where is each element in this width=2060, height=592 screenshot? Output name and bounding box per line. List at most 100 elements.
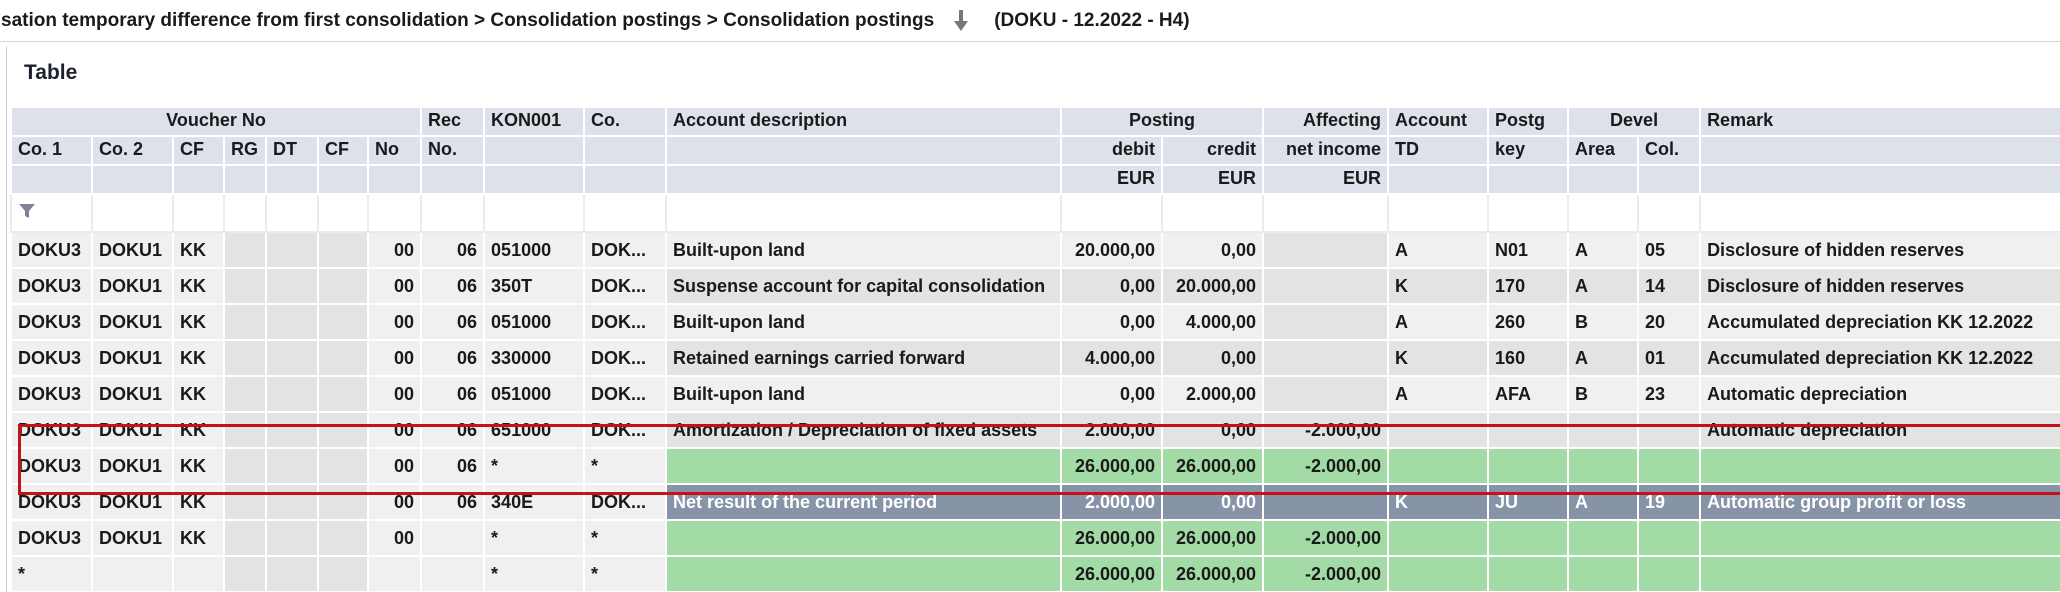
cell-col[interactable]: 05: [1637, 231, 1702, 269]
filter-cell[interactable]: [1060, 193, 1164, 233]
cell-rec[interactable]: 06: [420, 447, 486, 485]
col-header-voucher-no[interactable]: Voucher No: [9, 106, 423, 137]
cell-cf[interactable]: KK: [172, 231, 225, 269]
cell-dt[interactable]: [265, 519, 319, 557]
cell-rec[interactable]: 06: [420, 267, 486, 305]
cell-co2[interactable]: DOKU1: [91, 411, 174, 449]
cell-rg[interactable]: [223, 483, 267, 521]
cell-cf[interactable]: [172, 555, 225, 592]
filter-cell[interactable]: [1161, 193, 1265, 233]
cell-net[interactable]: [1262, 375, 1390, 413]
cell-cf2[interactable]: [317, 303, 369, 341]
cell-debit[interactable]: 0,00: [1060, 303, 1164, 341]
cell-no[interactable]: [366, 555, 423, 592]
cell-col[interactable]: [1637, 555, 1702, 592]
cell-co1[interactable]: *: [10, 555, 93, 592]
col-header-kon001[interactable]: KON001: [483, 106, 586, 137]
cell-desc[interactable]: Retained earnings carried forward: [665, 339, 1063, 377]
filter-icon[interactable]: [10, 193, 93, 233]
cell-rec[interactable]: 06: [420, 339, 486, 377]
cell-desc[interactable]: [665, 447, 1063, 485]
cell-dt[interactable]: [265, 555, 319, 592]
cell-rec[interactable]: 06: [420, 411, 486, 449]
table-row[interactable]: DOKU3 DOKU1 KK 00 06 340E DOK... Net result of …: [10, 483, 2060, 521]
cell-cf[interactable]: KK: [172, 267, 225, 305]
col-header-account[interactable]: Account: [1387, 106, 1490, 137]
col-header-postg[interactable]: Postg: [1487, 106, 1570, 137]
col-header-credit[interactable]: credit: [1161, 135, 1265, 166]
cell-debit[interactable]: 26.000,00: [1060, 555, 1164, 592]
cell-no[interactable]: 00: [366, 231, 423, 269]
cell-co1[interactable]: DOKU3: [10, 267, 93, 305]
cell-no[interactable]: 00: [366, 267, 423, 305]
filter-cell[interactable]: [366, 193, 423, 233]
cell-kon[interactable]: 350T: [483, 267, 586, 305]
cell-td[interactable]: [1387, 411, 1490, 449]
cell-key[interactable]: JU: [1487, 483, 1570, 521]
cell-cf2[interactable]: [317, 339, 369, 377]
cell-credit[interactable]: 2.000,00: [1161, 375, 1265, 413]
cell-co[interactable]: DOK...: [583, 411, 668, 449]
cell-credit[interactable]: 0,00: [1161, 411, 1265, 449]
cell-cf2[interactable]: [317, 267, 369, 305]
table-row[interactable]: DOKU3 DOKU1 KK 00 06 051000 DOK... Built-upon l…: [10, 231, 2060, 269]
cell-rg[interactable]: [223, 267, 267, 305]
cell-debit[interactable]: 26.000,00: [1060, 519, 1164, 557]
cell-co[interactable]: *: [583, 519, 668, 557]
cell-cf[interactable]: KK: [172, 447, 225, 485]
cell-rec[interactable]: 06: [420, 231, 486, 269]
cell-credit[interactable]: 4.000,00: [1161, 303, 1265, 341]
cell-desc[interactable]: Amortization / Depreciation of fixed ass…: [665, 411, 1063, 449]
cell-net[interactable]: [1262, 267, 1390, 305]
col-header-debit[interactable]: debit: [1060, 135, 1164, 166]
cell-td[interactable]: A: [1387, 375, 1490, 413]
cell-td[interactable]: A: [1387, 231, 1490, 269]
col-header-area[interactable]: Area: [1567, 135, 1640, 166]
cell-co[interactable]: DOK...: [583, 303, 668, 341]
filter-cell[interactable]: [91, 193, 174, 233]
table-row[interactable]: DOKU3 DOKU1 KK 00 06 330000 DOK... Retained ear…: [10, 339, 2060, 377]
cell-cf[interactable]: KK: [172, 483, 225, 521]
cell-co1[interactable]: DOKU3: [10, 483, 93, 521]
cell-dt[interactable]: [265, 483, 319, 521]
cell-col[interactable]: [1637, 447, 1702, 485]
cell-net[interactable]: -2.000,00: [1262, 411, 1390, 449]
col-header-col[interactable]: Col.: [1637, 135, 1702, 166]
cell-cf[interactable]: KK: [172, 375, 225, 413]
col-header-posting[interactable]: Posting: [1060, 106, 1265, 137]
cell-dt[interactable]: [265, 231, 319, 269]
col-header-account-description[interactable]: Account description: [665, 106, 1063, 137]
cell-rg[interactable]: [223, 555, 267, 592]
cell-co1[interactable]: DOKU3: [10, 303, 93, 341]
cell-col[interactable]: [1637, 519, 1702, 557]
table-row[interactable]: DOKU3 DOKU1 KK 00 06 051000 DOK... Built-upon l…: [10, 303, 2060, 341]
cell-debit[interactable]: 26.000,00: [1060, 447, 1164, 485]
cell-key[interactable]: 170: [1487, 267, 1570, 305]
cell-remark[interactable]: Accumulated depreciation KK 12.2022: [1699, 339, 2060, 377]
cell-remark[interactable]: Disclosure of hidden reserves: [1699, 231, 2060, 269]
cell-dt[interactable]: [265, 303, 319, 341]
col-header-td[interactable]: TD: [1387, 135, 1490, 166]
cell-co2[interactable]: DOKU1: [91, 231, 174, 269]
cell-desc[interactable]: Built-upon land: [665, 303, 1063, 341]
col-header-devel[interactable]: Devel: [1567, 106, 1702, 137]
cell-debit[interactable]: 20.000,00: [1060, 231, 1164, 269]
col-header-co2[interactable]: Co. 2: [91, 135, 174, 166]
cell-cf2[interactable]: [317, 411, 369, 449]
cell-key[interactable]: 160: [1487, 339, 1570, 377]
table-row[interactable]: * * * 26.000,00 26.000,00 -2.000,00: [10, 555, 2060, 592]
cell-desc[interactable]: [665, 555, 1063, 592]
cell-cf2[interactable]: [317, 375, 369, 413]
cell-kon[interactable]: 051000: [483, 231, 586, 269]
filter-cell[interactable]: [1699, 193, 2060, 233]
cell-credit[interactable]: 0,00: [1161, 339, 1265, 377]
cell-area[interactable]: A: [1567, 231, 1640, 269]
cell-co[interactable]: *: [583, 447, 668, 485]
cell-kon[interactable]: 051000: [483, 303, 586, 341]
cell-key[interactable]: [1487, 411, 1570, 449]
cell-no[interactable]: 00: [366, 519, 423, 557]
cell-co1[interactable]: DOKU3: [10, 411, 93, 449]
cell-cf2[interactable]: [317, 555, 369, 592]
cell-rec[interactable]: [420, 519, 486, 557]
cell-key[interactable]: 260: [1487, 303, 1570, 341]
